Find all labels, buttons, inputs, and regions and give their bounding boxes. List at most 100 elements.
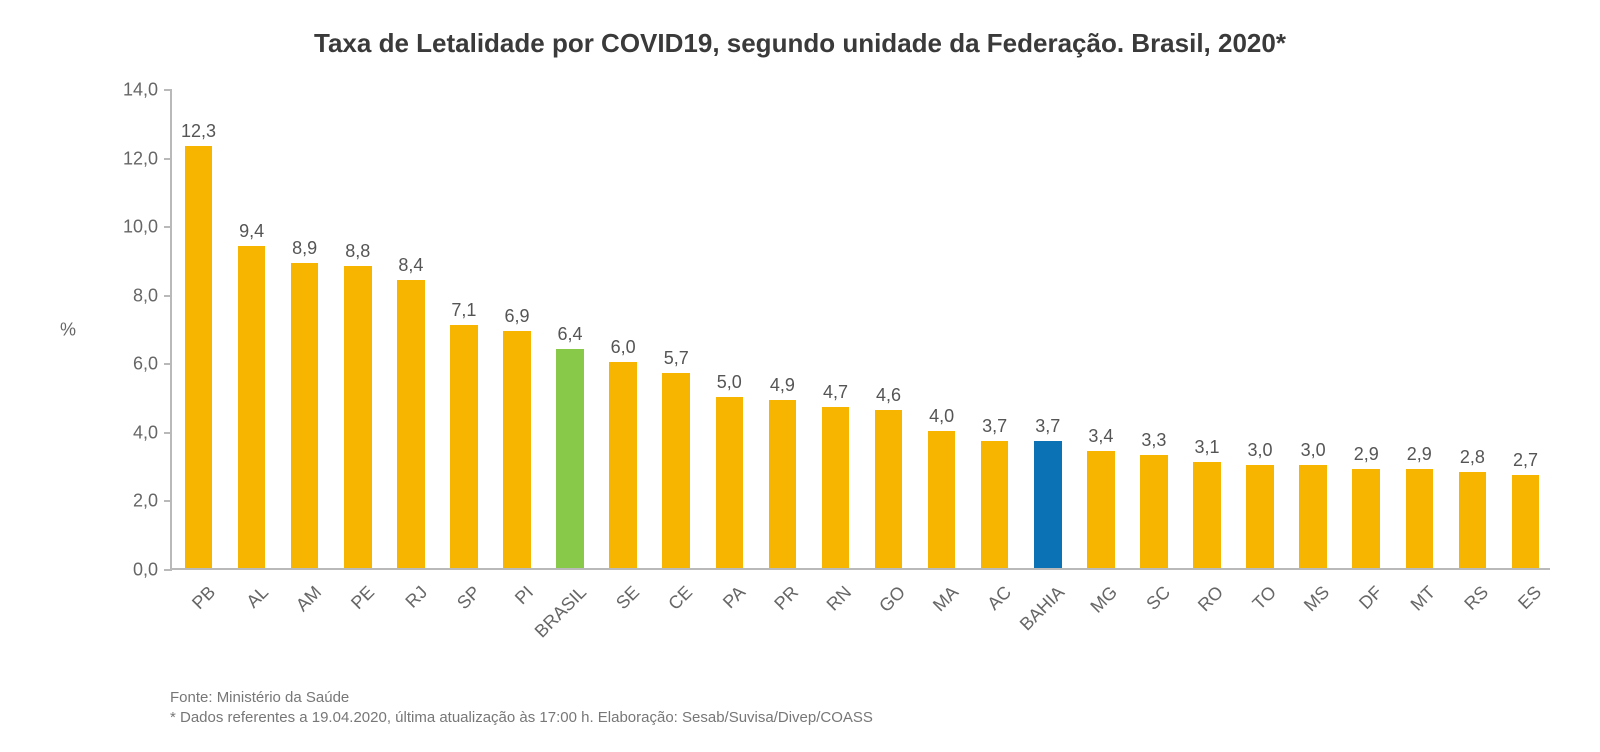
x-tick-label: DF: [1355, 582, 1387, 614]
bar-value-label: 3,4: [1088, 426, 1113, 447]
y-tick-label: 0,0: [133, 560, 158, 581]
chart-container: Taxa de Letalidade por COVID19, segundo …: [0, 0, 1600, 752]
x-tick-label: PR: [771, 582, 804, 615]
source-line: Fonte: Ministério da Saúde: [170, 688, 873, 708]
x-tick-label: MS: [1300, 582, 1334, 616]
bar-value-label: 5,7: [664, 348, 689, 369]
bar-mg: 3,4: [1087, 451, 1115, 568]
bar-value-label: 3,0: [1301, 440, 1326, 461]
bar-sc: 3,3: [1140, 455, 1168, 568]
x-tick-label: RO: [1194, 582, 1228, 616]
bar-am: 8,9: [291, 263, 319, 568]
x-tick-label: BAHIA: [1016, 582, 1069, 635]
bar-value-label: 3,7: [1035, 416, 1060, 437]
chart-title: Taxa de Letalidade por COVID19, segundo …: [0, 28, 1600, 59]
y-tick-label: 12,0: [123, 148, 158, 169]
bar-es: 2,7: [1512, 475, 1540, 568]
chart-footnotes: Fonte: Ministério da Saúde * Dados refer…: [170, 688, 873, 729]
x-tick-label: ES: [1514, 582, 1546, 614]
bar-al: 9,4: [238, 246, 266, 568]
x-tick-label: SE: [612, 582, 644, 614]
bar-rn: 4,7: [822, 407, 850, 568]
y-tick: [164, 363, 172, 365]
bar-value-label: 2,8: [1460, 447, 1485, 468]
bar-value-label: 3,3: [1141, 430, 1166, 451]
bar-value-label: 4,6: [876, 385, 901, 406]
bar-brasil: 6,4: [556, 349, 584, 568]
bar-value-label: 2,7: [1513, 450, 1538, 471]
bar-ce: 5,7: [662, 373, 690, 568]
x-tick-label: PE: [347, 582, 379, 614]
bar-df: 2,9: [1352, 469, 1380, 568]
bar-value-label: 3,0: [1248, 440, 1273, 461]
bar-rj: 8,4: [397, 280, 425, 568]
y-tick-label: 10,0: [123, 217, 158, 238]
x-tick-label: AL: [242, 582, 272, 612]
x-tick-label: RN: [823, 582, 856, 615]
bar-pi: 6,9: [503, 331, 531, 568]
bar-value-label: 8,4: [398, 255, 423, 276]
bar-value-label: 2,9: [1407, 444, 1432, 465]
bar-pe: 8,8: [344, 266, 372, 568]
y-tick: [164, 569, 172, 571]
y-tick: [164, 432, 172, 434]
x-tick-label: PI: [511, 582, 538, 609]
x-tick-label: CE: [665, 582, 698, 615]
bar-value-label: 4,9: [770, 375, 795, 396]
bar-value-label: 6,0: [611, 337, 636, 358]
y-tick: [164, 295, 172, 297]
y-tick-label: 14,0: [123, 80, 158, 101]
bar-mt: 2,9: [1406, 469, 1434, 568]
y-tick-label: 6,0: [133, 354, 158, 375]
x-tick-label: SP: [453, 582, 485, 614]
plot-area: 0,02,04,06,08,010,012,014,012,3PB9,4AL8,…: [170, 90, 1550, 570]
x-tick-label: RJ: [401, 582, 431, 612]
bar-ro: 3,1: [1193, 462, 1221, 568]
x-tick-label: TO: [1249, 582, 1281, 614]
bar-pa: 5,0: [716, 397, 744, 568]
bar-rs: 2,8: [1459, 472, 1487, 568]
x-tick-label: AC: [983, 582, 1016, 615]
bar-to: 3,0: [1246, 465, 1274, 568]
bar-ac: 3,7: [981, 441, 1009, 568]
x-tick-label: MG: [1086, 582, 1121, 617]
x-tick-label: BRASIL: [531, 582, 591, 642]
bar-value-label: 4,7: [823, 382, 848, 403]
bar-value-label: 12,3: [181, 121, 216, 142]
y-tick-label: 8,0: [133, 285, 158, 306]
y-tick-label: 4,0: [133, 422, 158, 443]
y-tick: [164, 226, 172, 228]
x-tick-label: RS: [1461, 582, 1494, 615]
y-tick: [164, 89, 172, 91]
y-tick: [164, 158, 172, 160]
bar-value-label: 5,0: [717, 372, 742, 393]
y-tick: [164, 500, 172, 502]
x-tick-label: MT: [1407, 582, 1440, 615]
y-tick-label: 2,0: [133, 491, 158, 512]
bar-ma: 4,0: [928, 431, 956, 568]
x-tick-label: PB: [188, 582, 220, 614]
bar-sp: 7,1: [450, 325, 478, 568]
x-tick-label: AM: [292, 582, 326, 616]
bar-value-label: 9,4: [239, 221, 264, 242]
bar-value-label: 7,1: [451, 300, 476, 321]
bar-value-label: 8,8: [345, 241, 370, 262]
x-tick-label: MA: [929, 582, 963, 616]
bar-value-label: 3,1: [1194, 437, 1219, 458]
bar-se: 6,0: [609, 362, 637, 568]
bar-value-label: 3,7: [982, 416, 1007, 437]
bar-pb: 12,3: [185, 146, 213, 568]
bar-value-label: 6,4: [558, 324, 583, 345]
footnote-line: * Dados referentes a 19.04.2020, última …: [170, 708, 873, 728]
bar-value-label: 4,0: [929, 406, 954, 427]
bar-value-label: 6,9: [504, 306, 529, 327]
bar-ms: 3,0: [1299, 465, 1327, 568]
x-tick-label: GO: [875, 582, 910, 617]
bar-go: 4,6: [875, 410, 903, 568]
y-axis-label: %: [60, 320, 76, 341]
x-tick-label: PA: [719, 582, 750, 613]
bar-bahia: 3,7: [1034, 441, 1062, 568]
bar-pr: 4,9: [769, 400, 797, 568]
bar-value-label: 8,9: [292, 238, 317, 259]
x-tick-label: SC: [1142, 582, 1175, 615]
